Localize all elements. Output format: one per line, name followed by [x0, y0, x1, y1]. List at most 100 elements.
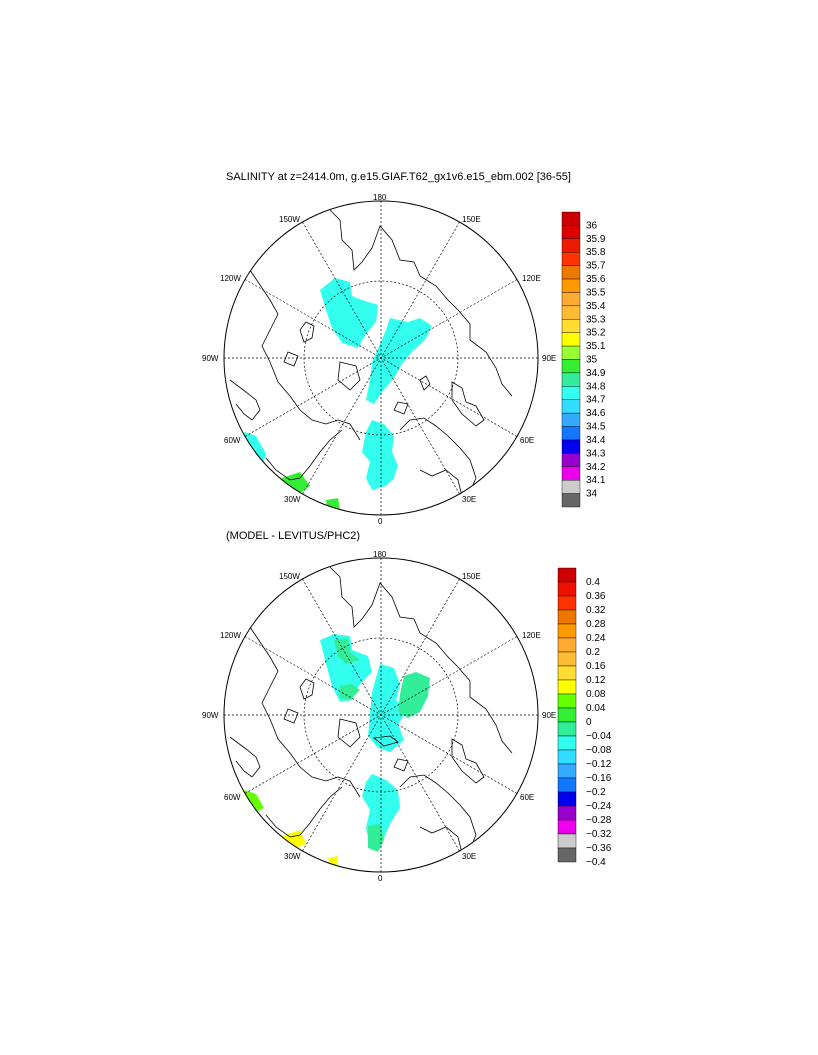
colorbar-swatch [557, 707, 577, 723]
lon-label-30W: 30W [284, 495, 301, 504]
longitude-labels-bottom: 180 150W 150E 120W 120E 90W 90E 60W 60E … [202, 550, 556, 883]
colorbar-tick-label: 35.5 [586, 287, 606, 298]
colorbar-tick-label: −0.32 [586, 829, 612, 840]
lon-label-60E: 60E [520, 436, 534, 445]
colorbar-swatch [557, 833, 577, 849]
colorbar-tick-label: −0.16 [586, 773, 612, 784]
lon-label-30E: 30E [462, 495, 476, 504]
lon-label-150E: 150E [462, 572, 481, 581]
colorbar-tick-label: 35.4 [586, 301, 606, 312]
colorbar-swatch [561, 305, 581, 320]
colorbar-tick-label: 0.36 [586, 591, 606, 602]
colorbar-tick-label: 35.9 [586, 234, 606, 245]
colorbar-tick-label: 34.7 [586, 395, 606, 406]
colorbar-tick-label: −0.28 [586, 815, 612, 826]
colorbar-swatch [557, 819, 577, 835]
map-title-salinity: SALINITY at z=2414.0m, g.e15.GIAF.T62_gx… [226, 171, 571, 183]
lon-label-120E: 120E [522, 631, 541, 640]
lon-label-90W: 90W [202, 354, 219, 363]
colorbar-swatch [557, 791, 577, 807]
colorbar-tick-label: −0.2 [586, 787, 606, 798]
colorbar-tick-label: −0.24 [586, 801, 612, 812]
map-title-difference: (MODEL - LEVITUS/PHC2) [226, 530, 361, 542]
diff-patch-eurasian [398, 672, 430, 718]
colorbar-swatch [561, 479, 581, 494]
colorbar-swatch [561, 372, 581, 387]
coastlines-bottom [229, 566, 513, 854]
colorbar-tick-label: 0.4 [586, 577, 600, 588]
lon-label-150E: 150E [462, 215, 481, 224]
colorbar-swatch [561, 386, 581, 400]
lon-label-30E: 30E [462, 852, 476, 861]
coastlines-top [229, 209, 513, 497]
lon-label-150W: 150W [279, 572, 300, 581]
colorbar-salinity: 36 35.9 35.8 35.7 35.6 35.5 35.4 35.3 35.2 35.1 35… [561, 211, 606, 508]
colorbar-swatch [557, 735, 577, 751]
lon-label-90E: 90E [542, 354, 556, 363]
diff-patch-fram-green [368, 824, 384, 852]
colorbar-tick-label: 35.6 [586, 274, 606, 285]
colorbar-swatch [557, 679, 577, 695]
salinity-map: 180 150W 150E 120W 120E 90W 90E 60W 60E … [202, 193, 556, 526]
salinity-patch-siberian [320, 278, 378, 348]
colorbar-swatch [561, 332, 581, 347]
salinity-patch-fram [362, 420, 398, 490]
diff-patch-siberian [320, 634, 372, 702]
colorbar-tick-label: 35.3 [586, 314, 606, 325]
colorbar-swatch [561, 278, 581, 293]
map-boundary-bottom [223, 557, 539, 873]
colorbar-swatch [561, 265, 581, 280]
colorbar-swatch [557, 665, 577, 681]
colorbar-tick-label: −0.36 [586, 843, 612, 854]
difference-field [244, 634, 430, 866]
colorbar-swatch [557, 567, 577, 583]
colorbar-tick-label: 0.2 [586, 647, 600, 658]
lon-label-0: 0 [378, 517, 383, 526]
colorbar-tick-label: 35 [586, 355, 598, 366]
salinity-patch-atlantic [326, 498, 340, 512]
colorbar-tick-label: 34.5 [586, 422, 606, 433]
colorbar-tick-label: 0.08 [586, 689, 606, 700]
graticule-bottom [224, 558, 538, 872]
lon-label-150W: 150W [279, 215, 300, 224]
salinity-patch-labrador [282, 472, 310, 496]
colorbar-swatch [561, 225, 581, 240]
lon-label-180: 180 [373, 193, 387, 202]
colorbar-swatch [557, 763, 577, 779]
colorbar-tick-label: 35.2 [586, 328, 606, 339]
colorbar-swatch [557, 805, 577, 821]
colorbar-tick-label: −0.04 [586, 731, 612, 742]
colorbar-swatch [561, 211, 581, 226]
colorbar-swatch [557, 749, 577, 765]
lon-label-30W: 30W [284, 852, 301, 861]
colorbar-difference: 0.4 0.36 0.32 0.28 0.24 0.2 0.16 0.12 0.08 0.04 0 −… [557, 567, 612, 868]
diff-patch-central [368, 664, 408, 752]
colorbar-tick-label: 34.1 [586, 475, 606, 486]
colorbar-swatch [557, 847, 577, 863]
colorbar-swatch [561, 466, 581, 481]
lon-label-60W: 60W [224, 436, 241, 445]
lon-label-60E: 60E [520, 793, 534, 802]
colorbar-tick-label: 34.4 [586, 435, 606, 446]
longitude-labels-top: 180 150W 150E 120W 120E 90W 90E 60W 60E … [202, 193, 556, 526]
colorbar-swatch [557, 623, 577, 639]
colorbar-swatch [561, 345, 581, 360]
colorbar-swatch [557, 637, 577, 653]
salinity-patch-baffin [240, 432, 266, 470]
colorbar-tick-label: 36 [586, 220, 598, 231]
diff-patch-baffin [244, 790, 264, 812]
colorbar-swatch [557, 609, 577, 625]
colorbar-swatch [561, 238, 581, 253]
colorbar-swatch [561, 412, 581, 427]
lon-label-90W: 90W [202, 711, 219, 720]
colorbar-tick-label: 35.7 [586, 261, 606, 272]
colorbar-swatch [557, 721, 577, 737]
colorbar-swatch [557, 693, 577, 709]
colorbar-tick-label: 0.16 [586, 661, 606, 672]
lon-label-120E: 120E [522, 274, 541, 283]
diff-patch-siberian-green2 [340, 684, 360, 700]
colorbar-tick-label: 0 [586, 717, 592, 728]
colorbar-swatch [561, 439, 581, 454]
colorbar-swatch [561, 493, 581, 508]
